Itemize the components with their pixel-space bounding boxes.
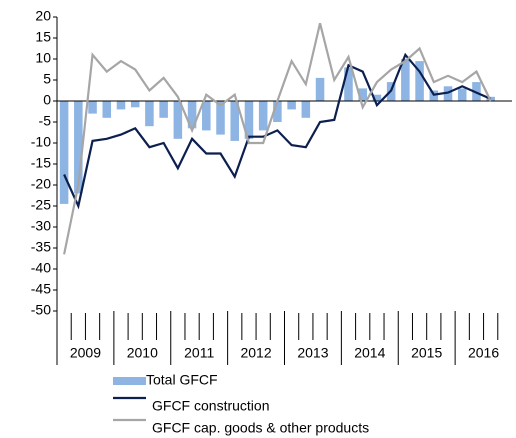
bar	[202, 101, 211, 131]
bar	[415, 61, 424, 101]
year-label: 2009	[70, 345, 101, 361]
line	[63, 23, 492, 255]
bar	[230, 101, 239, 141]
y-tick-label: -35	[31, 239, 51, 255]
y-tick-label: -15	[31, 155, 51, 171]
line	[63, 52, 492, 210]
bar	[116, 101, 126, 110]
y-tick-label: -10	[31, 134, 51, 150]
bar	[102, 101, 112, 118]
y-tick-label: -40	[31, 260, 51, 276]
bar	[344, 67, 353, 101]
bar	[59, 101, 69, 204]
y-tick-label: 15	[35, 29, 51, 45]
bar	[74, 101, 83, 194]
year-label: 2016	[468, 345, 499, 361]
bar	[358, 88, 367, 101]
year-label: 2013	[297, 345, 328, 361]
bar	[159, 101, 168, 118]
y-tick-label: -45	[31, 281, 51, 297]
bar	[130, 101, 140, 108]
year-label: 2014	[354, 345, 385, 361]
y-tick-label: 20	[35, 8, 51, 24]
bar	[315, 77, 325, 101]
year-label: 2011	[184, 345, 214, 361]
bar	[287, 101, 296, 110]
bar	[301, 101, 311, 118]
bar	[173, 101, 183, 139]
legend-label: GFCF cap. goods & other products	[152, 420, 369, 436]
bar	[216, 101, 225, 135]
y-tick-label: 10	[35, 50, 51, 66]
bar	[145, 101, 154, 127]
year-label: 2010	[127, 345, 158, 361]
bar	[401, 59, 410, 101]
y-tick-label: -50	[31, 302, 51, 318]
year-label: 2012	[240, 345, 271, 361]
bar	[258, 101, 268, 131]
bar	[187, 101, 197, 129]
y-tick-label: 0	[43, 92, 51, 108]
y-tick-label: -30	[31, 218, 51, 234]
bar	[372, 94, 382, 101]
bar	[244, 101, 254, 139]
bar	[273, 101, 282, 122]
legend-label: Total GFCF	[146, 372, 218, 388]
y-tick-label: -20	[31, 176, 51, 192]
y-tick-label: -25	[31, 197, 51, 213]
y-tick-label: 5	[43, 71, 51, 87]
year-label: 2015	[411, 345, 442, 361]
y-tick-label: -5	[39, 113, 52, 129]
bar	[88, 101, 97, 114]
bar	[457, 88, 467, 101]
legend-label: GFCF construction	[152, 398, 269, 414]
legend-swatch	[113, 377, 146, 385]
